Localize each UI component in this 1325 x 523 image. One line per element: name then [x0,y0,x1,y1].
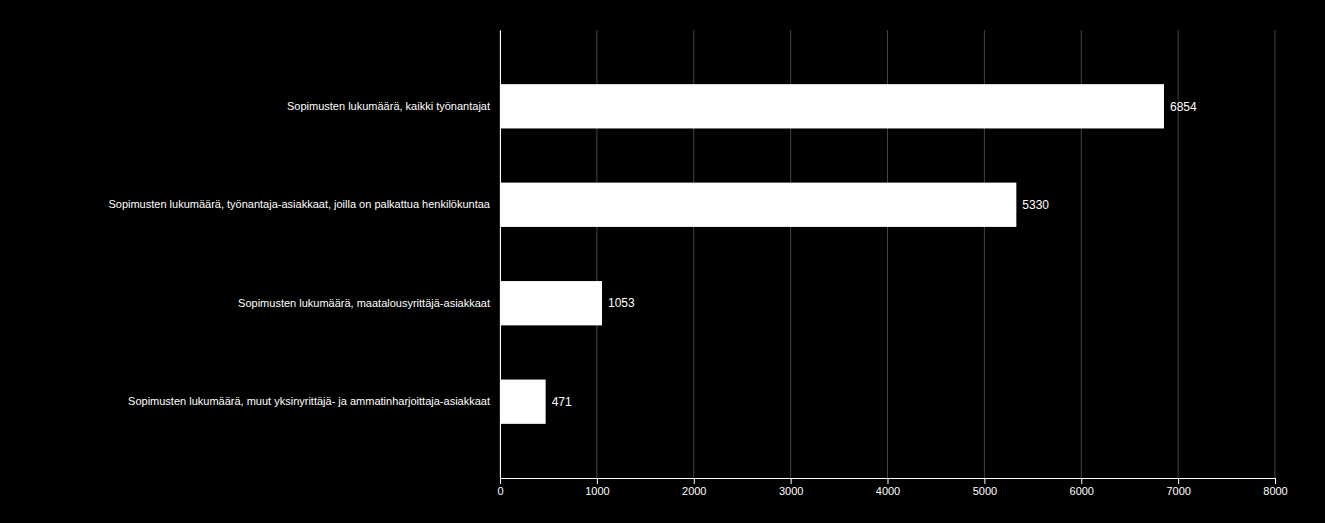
bar [500,183,1016,227]
x-axis: 0 1000 2000 3000 4000 5000 6000 7000 8000 [497,478,1287,497]
tick: 5000 [973,478,997,497]
tick-mark [1178,478,1179,484]
tick-label: 4000 [876,485,900,497]
tick-label: 1000 [585,485,609,497]
category-label: Sopimusten lukumäärä, maatalousyrittäjä-… [238,297,490,309]
tick-label: 7000 [1166,485,1190,497]
chart: 0 1000 2000 3000 4000 5000 6000 7000 8000 Sopimus… [0,0,1325,523]
tick: 8000 [1263,478,1287,497]
bar [500,380,546,424]
category-label: Sopimusten lukumäärä, muut yksinyrittäjä… [128,395,490,407]
axis-line [500,31,501,479]
tick-mark [888,478,889,484]
tick: Sopimusten lukumäärä, maatalousyrittäjä-… [238,297,490,309]
grid [500,30,1275,478]
tick-label: 6000 [1070,485,1094,497]
tick-label: 5000 [973,485,997,497]
tick-mark [694,478,695,484]
data-label: 5330 [1022,198,1049,212]
plot: 0 1000 2000 3000 4000 5000 6000 7000 8000 Sopimus… [108,30,1287,497]
tick: 2000 [682,478,706,497]
tick-mark [791,478,792,484]
tick-label: 2000 [682,485,706,497]
y-axis: Sopimusten lukumäärä, muut yksinyrittäjä… [108,31,500,479]
tick: 0 [497,478,503,497]
data-label: 6854 [1170,100,1197,114]
tick: 3000 [779,478,803,497]
tick: 4000 [876,478,900,497]
bar [500,84,1164,128]
tick: Sopimusten lukumäärä, muut yksinyrittäjä… [128,395,490,407]
category-label: Sopimusten lukumäärä, kaikki työnantajat [287,100,490,112]
tick-mark [500,478,501,484]
bars [500,84,1164,424]
background [0,0,1325,523]
bar [500,281,602,325]
data-label: 471 [552,395,572,409]
tick: Sopimusten lukumäärä, työnantaja-asiakka… [108,198,490,210]
tick: 1000 [585,478,609,497]
grid-line [1275,30,1276,478]
grid-line [1178,30,1179,478]
tick-label: 0 [497,485,503,497]
data-label: 1053 [608,296,635,310]
tick-mark [597,478,598,484]
data-labels: 471 1053 5330 6854 [552,100,1197,409]
grid-line [500,30,501,478]
tick-mark [1081,478,1082,484]
tick-mark [984,478,985,484]
tick: 7000 [1166,478,1190,497]
tick-label: 8000 [1263,485,1287,497]
tick-mark [1275,478,1276,484]
tick: 6000 [1070,478,1094,497]
tick-label: 3000 [779,485,803,497]
category-label: Sopimusten lukumäärä, työnantaja-asiakka… [108,198,490,210]
tick: Sopimusten lukumäärä, kaikki työnantajat [287,100,490,112]
